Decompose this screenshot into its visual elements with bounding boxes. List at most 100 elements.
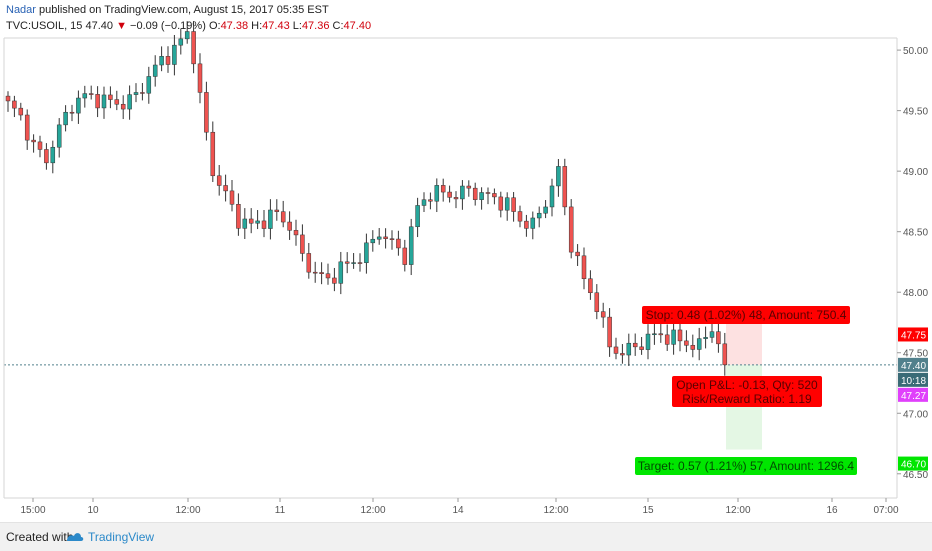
candle-body: [645, 333, 651, 350]
candle-body: [120, 103, 126, 110]
candle-body: [31, 139, 36, 143]
close-value: 47.40: [343, 20, 372, 32]
footer-bar: Created with TradingView: [0, 522, 932, 551]
open-value: 47.38: [220, 20, 249, 32]
candle-body: [344, 261, 350, 264]
candle-body: [146, 76, 152, 94]
x-tick-label: 11: [275, 505, 286, 516]
candle-body: [5, 95, 11, 102]
candle-body: [716, 331, 721, 345]
candle-body: [677, 329, 683, 342]
candle-body: [594, 292, 600, 312]
candle-body: [415, 205, 420, 228]
candle-body: [338, 261, 344, 284]
high-label: H:: [251, 20, 263, 32]
stop-price-tag-bg: [898, 327, 928, 342]
candle-body: [460, 185, 465, 200]
candle-body: [50, 146, 56, 164]
candle-body: [172, 44, 177, 65]
candle-body: [210, 131, 216, 177]
candle-body: [581, 255, 587, 279]
candle-body: [389, 238, 395, 240]
candle-body: [607, 316, 612, 348]
candle-body: [632, 342, 638, 348]
candle-body: [588, 278, 593, 294]
y-tick-label: 48.50: [903, 228, 928, 239]
low-label: L:: [292, 20, 302, 32]
candle-body: [440, 185, 446, 193]
candle-body: [184, 31, 190, 40]
candle-body: [543, 206, 548, 214]
candle-body: [152, 64, 158, 77]
rr-text: Risk/Reward Ratio: 1.19: [682, 392, 812, 406]
candle-body: [108, 94, 113, 100]
candle-body: [626, 342, 632, 356]
x-tick-label: 12:00: [175, 505, 200, 516]
candle-body: [568, 206, 574, 253]
x-tick-label: 12:00: [360, 505, 385, 516]
candle-body: [88, 93, 94, 95]
published-text: published on TradingView.com, August 15,…: [39, 4, 329, 16]
candle-body: [575, 251, 580, 257]
candle-body: [498, 196, 504, 211]
y-tick-label: 49.50: [903, 107, 928, 118]
publish-info: Nadar published on TradingView.com, Augu…: [6, 4, 329, 16]
candle-body: [434, 185, 440, 202]
candle-body: [504, 197, 510, 211]
close-label: C:: [332, 20, 344, 32]
candle-body: [204, 92, 209, 133]
candle-body: [396, 238, 401, 249]
x-tick-label: 15: [642, 505, 654, 516]
last-value: 47.40: [85, 20, 114, 32]
candle-body: [421, 199, 427, 206]
candle-body: [620, 353, 625, 356]
candle-body: [197, 63, 203, 93]
candle-body: [408, 226, 414, 265]
countdown-tag-bg: [898, 372, 928, 387]
symbol-name[interactable]: TVC:USOIL, 15: [6, 20, 83, 32]
price-chart[interactable]: 50.00 49.50 49.00 48.50 48.00 47.50 47.00 46.50…: [0, 0, 932, 522]
last-price-tag-bg: [898, 357, 928, 372]
candle-body: [306, 253, 312, 273]
candle-body: [332, 277, 337, 284]
candle-body: [76, 97, 81, 114]
candle-body: [453, 197, 459, 200]
candle-body: [383, 236, 388, 239]
candle-body: [248, 218, 254, 224]
x-tick-label: 15:00: [20, 505, 45, 516]
candle-body: [722, 343, 728, 366]
candle-body: [165, 56, 171, 65]
candle-body: [671, 329, 676, 345]
candle-body: [140, 92, 145, 94]
stop-label-text: Stop: 0.48 (1.02%) 48, Amount: 750.4: [646, 308, 847, 322]
pnl-text: Open P&L: -0.13, Qty: 520: [676, 378, 818, 392]
candle-body: [216, 175, 222, 186]
candle-body: [300, 234, 305, 254]
candle-body: [511, 197, 516, 212]
entry-price-tag-bg: [898, 387, 928, 402]
low-value: 47.36: [301, 20, 330, 32]
x-tick-label: 12:00: [543, 505, 568, 516]
y-tick-label: 48.00: [903, 288, 928, 299]
candle-body: [325, 273, 331, 279]
target-label-bg: [635, 457, 857, 475]
candle-body: [485, 192, 491, 194]
candle-body: [562, 166, 568, 208]
candle-body: [536, 212, 542, 219]
target-label: Target: 0.57 (1.21%) 57, Amount: 1296.4: [635, 457, 857, 475]
y-tick-label: 50.00: [903, 46, 928, 57]
target-price-tag: 46.70: [901, 460, 926, 471]
candle-body: [261, 220, 267, 229]
candle-body: [268, 209, 273, 229]
candle-body: [428, 199, 433, 202]
candle-body: [703, 337, 708, 339]
candle-body: [549, 185, 555, 208]
candle-body: [255, 220, 260, 224]
candle-body: [447, 191, 452, 198]
author-link[interactable]: Nadar: [6, 4, 36, 16]
tradingview-logo-icon[interactable]: [66, 529, 84, 543]
candle-body: [293, 230, 299, 236]
candle-body: [95, 94, 100, 109]
tradingview-link[interactable]: TradingView: [88, 530, 155, 544]
